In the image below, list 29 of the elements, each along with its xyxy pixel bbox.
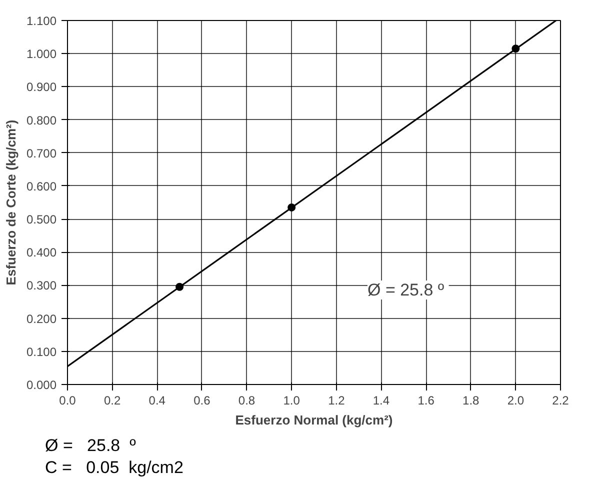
annotation: Ø = 25.8 º [368,280,444,300]
y-tick-label: 1.000 [26,47,57,62]
text: Ø = 25.8 º [45,435,137,457]
y-axis-title: Esfuerzo de Corte (kg/cm²) [3,120,18,286]
y-tick-label: 0.800 [26,113,57,128]
x-tick-label: 1.4 [372,394,390,408]
y-tick-label: 0.100 [26,344,57,359]
x-tick-label: 2.2 [552,394,570,408]
y-tick-label: 0.500 [26,212,57,227]
y-tick-label: 0.300 [26,278,57,293]
y-tick-label: 0.600 [26,179,57,194]
text: C = 0.05 kg/cm2 [45,457,184,479]
y-tick-label: 0.400 [26,246,57,260]
x-tick-label: 0.6 [194,394,211,408]
y-tick-label: 0.200 [26,312,57,326]
x-tick-label: 1.2 [328,394,346,408]
y-tick-label: 0.000 [26,378,57,392]
y-tick-label: 0.900 [26,80,57,94]
x-tick-label: 1.6 [418,394,435,408]
x-axis-title: Esfuerzo Normal (kg/cm²) [235,412,393,428]
x-tick-label: 2.0 [507,394,524,408]
x-tick-label: 0.8 [238,394,256,408]
y-tick-label: 0.700 [26,146,57,160]
x-tick-label: 1.0 [283,394,300,408]
x-tick-label: 0.2 [104,394,121,408]
x-tick-label: 0.4 [148,394,166,408]
x-tick-label: 1.8 [462,394,480,408]
y-tick-label: 1.100 [26,14,57,28]
x-tick-label: 0.0 [59,394,76,408]
